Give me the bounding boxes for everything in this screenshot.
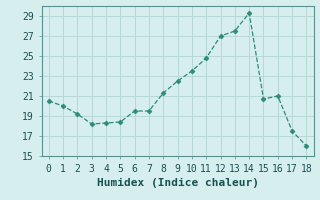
X-axis label: Humidex (Indice chaleur): Humidex (Indice chaleur): [97, 178, 259, 188]
